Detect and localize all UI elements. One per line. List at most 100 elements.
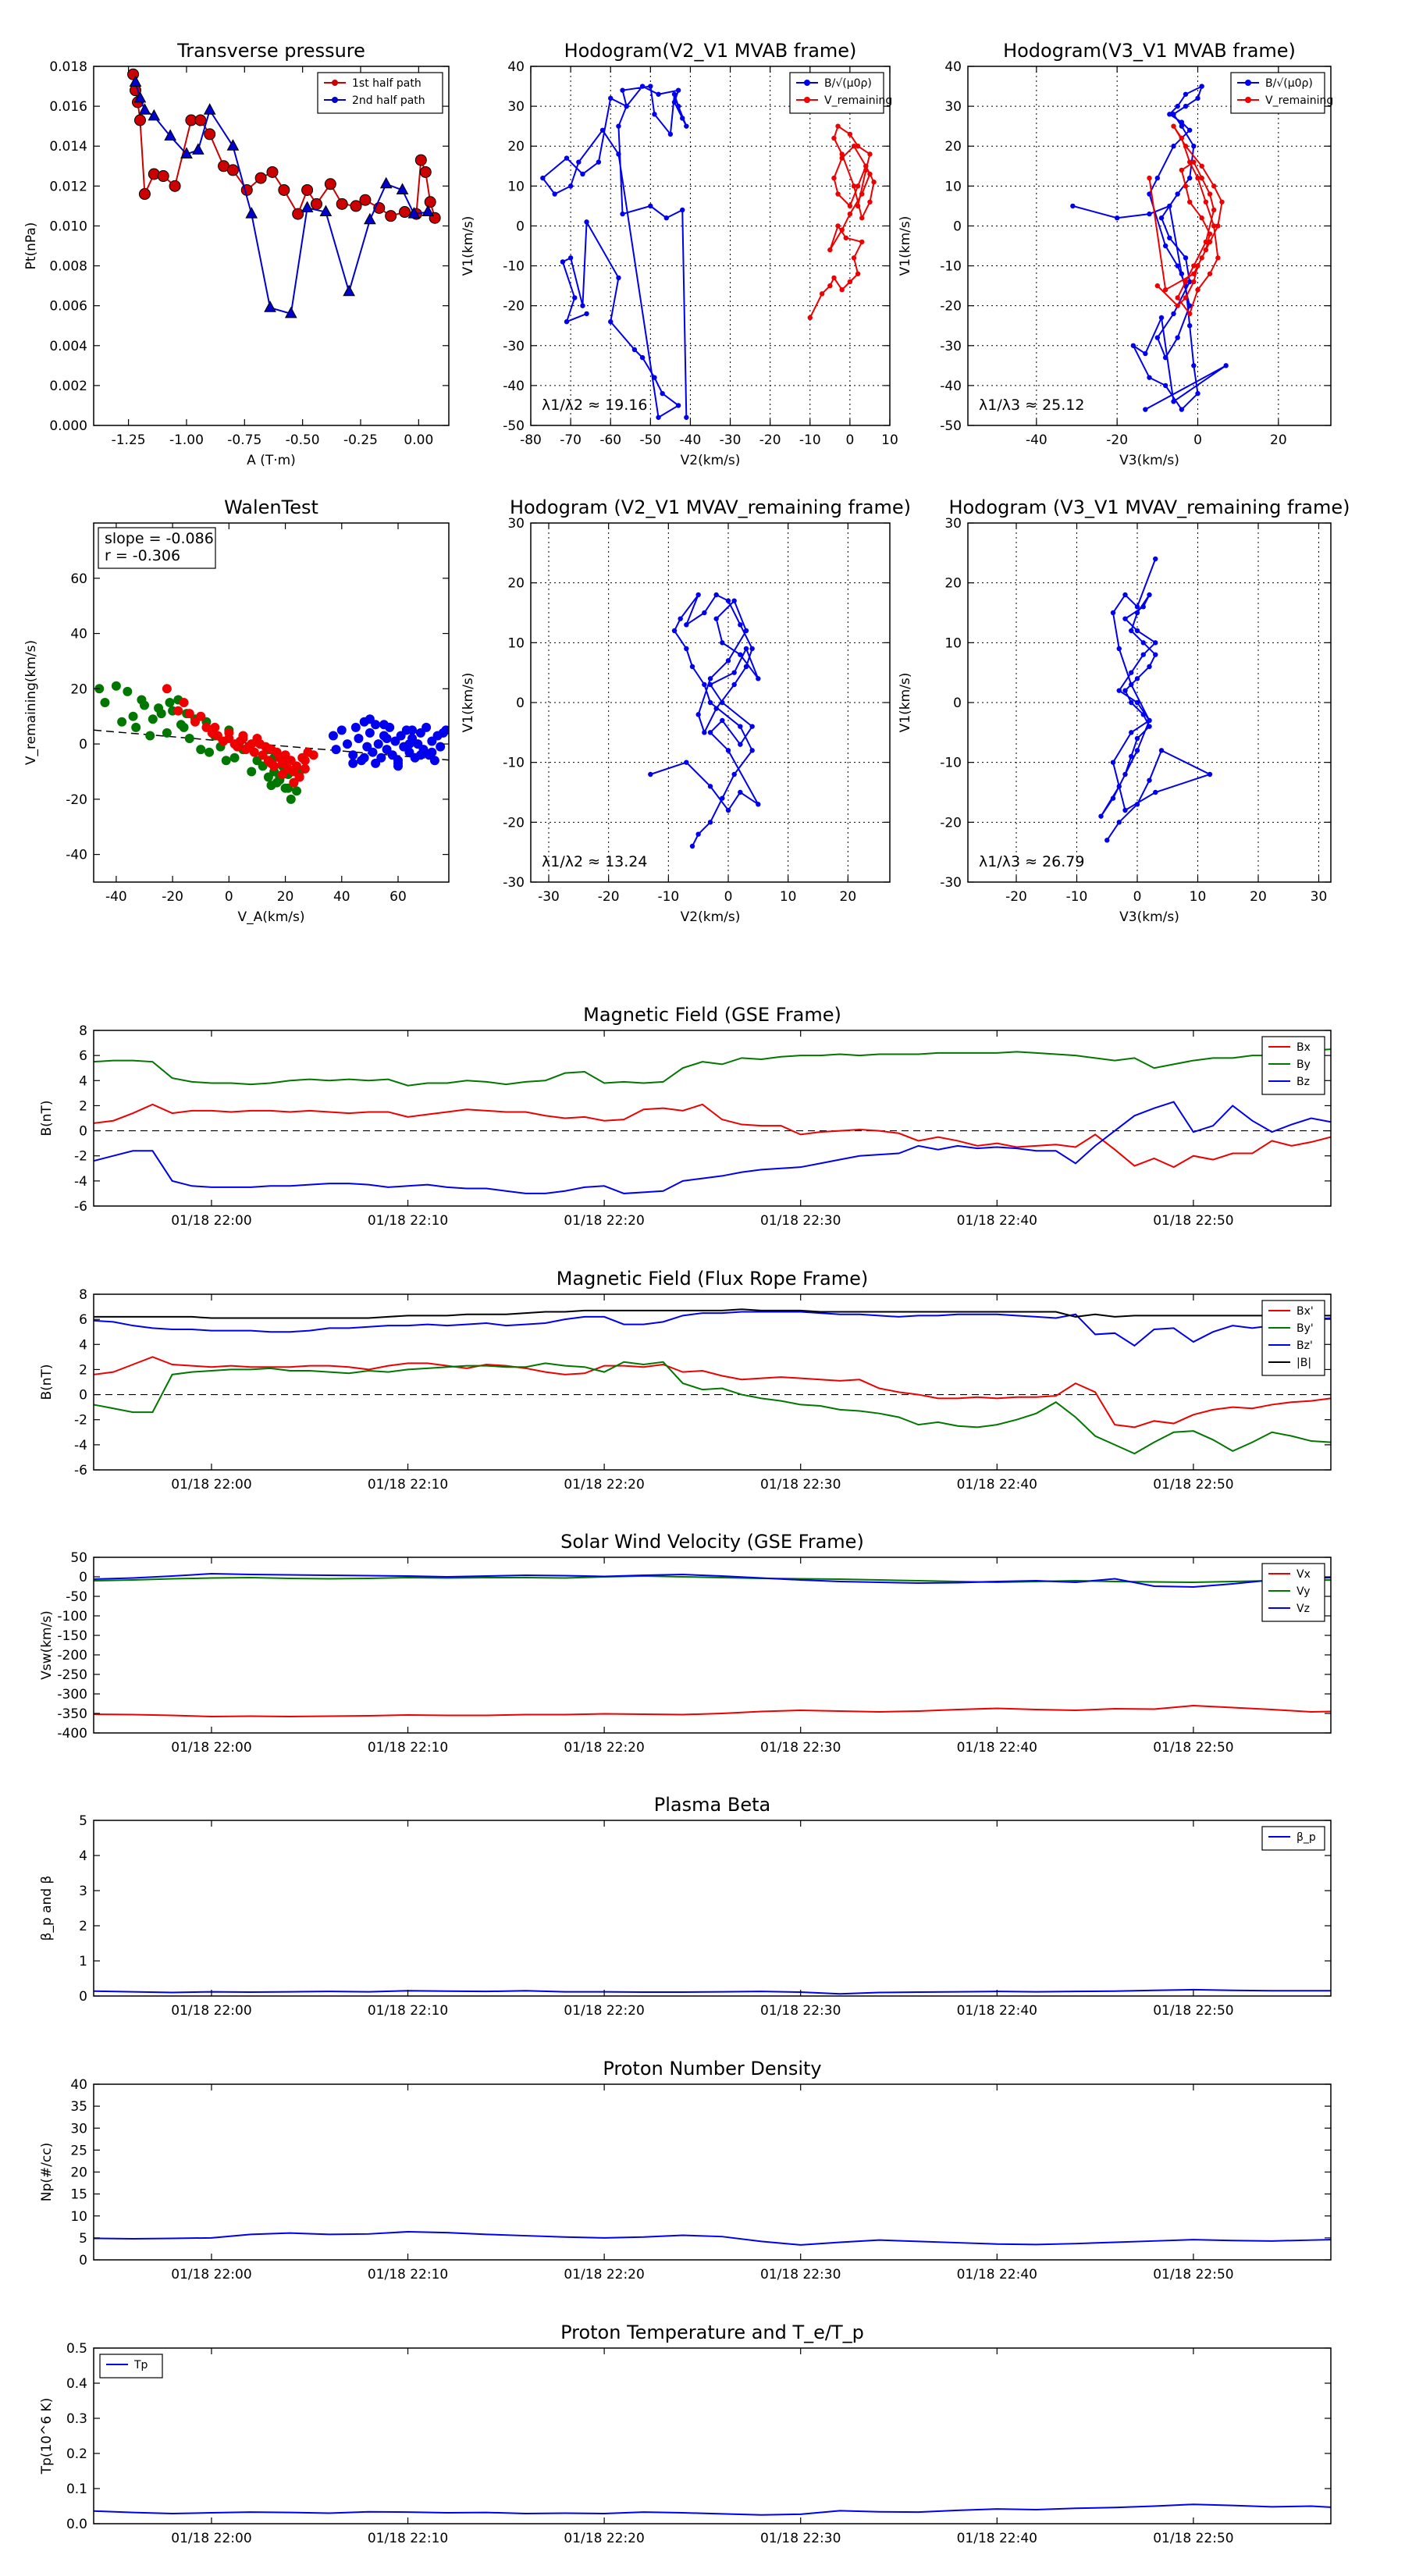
x-tick-label: 01/18 22:30: [760, 1740, 841, 1756]
data-point: [348, 750, 358, 760]
data-point: [301, 183, 314, 196]
y-tick-label: 0.2: [66, 2446, 87, 2462]
data-point: [379, 720, 389, 730]
chart-title: Magnetic Field (Flux Rope Frame): [557, 1268, 868, 1290]
y-tick-label: 25: [70, 2143, 87, 2158]
y-tick-label: 0.3: [66, 2411, 87, 2427]
data-point: [749, 646, 755, 652]
series-group: [94, 1048, 1331, 1194]
data-point: [1191, 263, 1197, 269]
data-point: [827, 283, 833, 289]
data-point: [1147, 777, 1152, 783]
x-tick-label: 01/18 22:20: [564, 1477, 644, 1493]
x-tick-label: -40: [680, 432, 702, 448]
data-point: [226, 139, 240, 151]
data-point: [165, 698, 175, 707]
data-point: [1147, 724, 1152, 729]
data-point: [1116, 646, 1122, 652]
legend-marker: [1245, 80, 1251, 86]
data-point: [671, 91, 678, 97]
legend-box: [1261, 1300, 1325, 1376]
x-tick-label: 01/18 22:30: [760, 1213, 841, 1229]
x-tick-label: 40: [333, 889, 350, 905]
data-point: [1211, 183, 1217, 189]
y-tick-label: 50: [70, 1550, 87, 1566]
data-point: [839, 155, 845, 161]
x-tick-label: 20: [1270, 432, 1287, 448]
data-point: [738, 622, 743, 628]
plot-frame: [93, 1820, 1332, 1997]
data-point: [343, 284, 355, 297]
data-point: [1175, 263, 1180, 269]
y-tick-label: -20: [940, 299, 962, 315]
data-point: [1158, 215, 1165, 221]
data-point: [1186, 311, 1193, 317]
y-tick-label: -2: [74, 1413, 87, 1429]
data-point: [336, 197, 348, 210]
data-point: [851, 255, 857, 261]
x-tick-label: 0: [1193, 432, 1202, 448]
legend-label: By': [1297, 1322, 1314, 1335]
y-tick-label: 10: [944, 635, 962, 651]
data-point: [819, 291, 825, 297]
data-point: [831, 135, 837, 141]
y-tick-label: 8: [79, 1023, 87, 1039]
data-point: [695, 592, 701, 598]
data-point: [1110, 610, 1116, 616]
data-point: [226, 164, 239, 176]
data-point: [1140, 652, 1146, 657]
data-point: [157, 170, 169, 183]
data-point: [835, 123, 841, 129]
data-point: [859, 239, 865, 245]
series-by-line: [94, 1048, 1331, 1087]
x-tick-label: 01/18 22:50: [1153, 2003, 1233, 2019]
data-point: [1186, 127, 1193, 133]
x-tick-label: -10: [657, 889, 679, 905]
x-tick-label: 20: [1250, 889, 1267, 905]
data-point: [1147, 664, 1152, 670]
data-point: [859, 215, 865, 221]
chart-beta: 01/18 22:00 01/18 22:10 01/18 22:20 01/18 2…: [39, 1794, 1332, 2019]
data-point: [1162, 382, 1168, 389]
data-point: [560, 259, 566, 265]
data-point: [1104, 838, 1110, 843]
data-point: [1171, 311, 1176, 317]
annotation-box: [98, 527, 216, 569]
data-point: [1195, 95, 1200, 101]
data-point: [1134, 802, 1140, 807]
data-point: [584, 311, 589, 317]
x-tick-label: 01/18 22:10: [368, 1213, 448, 1229]
data-point: [162, 728, 172, 738]
data-point: [1147, 592, 1152, 598]
series-bx--line: [94, 1356, 1331, 1429]
y-tick-label: 60: [70, 571, 87, 587]
data-point: [648, 203, 653, 209]
data-point: [245, 207, 258, 219]
data-point: [365, 714, 375, 724]
x-tick-label: 01/18 22:50: [1153, 1740, 1233, 1756]
data-point: [584, 219, 589, 225]
data-point: [1179, 119, 1185, 125]
data-point: [1147, 191, 1152, 197]
x-tick-label: 01/18 22:00: [171, 2003, 251, 2019]
data-point: [308, 750, 318, 760]
data-point: [194, 114, 207, 126]
x-tick-label: 0: [845, 432, 854, 448]
x-tick-label: 01/18 22:00: [171, 2531, 251, 2546]
x-tick-label: 01/18 22:30: [760, 1477, 841, 1493]
data-point: [702, 610, 707, 616]
data-point: [1134, 604, 1140, 610]
annotation-text: λ1/λ2 ≈ 13.24: [542, 853, 647, 870]
data-point: [385, 210, 397, 222]
data-point: [831, 175, 837, 181]
x-tick-label: 01/18 22:20: [564, 2531, 644, 2546]
data-point: [1162, 287, 1168, 293]
y-tick-label: 40: [507, 59, 525, 75]
legend-label: Vx: [1297, 1568, 1311, 1581]
data-point: [1203, 239, 1209, 245]
data-point: [179, 722, 189, 732]
data-point: [1129, 681, 1134, 688]
data-point: [567, 255, 574, 261]
chart-title: Solar Wind Velocity (GSE Frame): [560, 1531, 864, 1553]
data-point: [713, 592, 719, 598]
